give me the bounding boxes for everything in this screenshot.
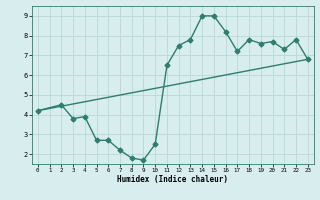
X-axis label: Humidex (Indice chaleur): Humidex (Indice chaleur) <box>117 175 228 184</box>
